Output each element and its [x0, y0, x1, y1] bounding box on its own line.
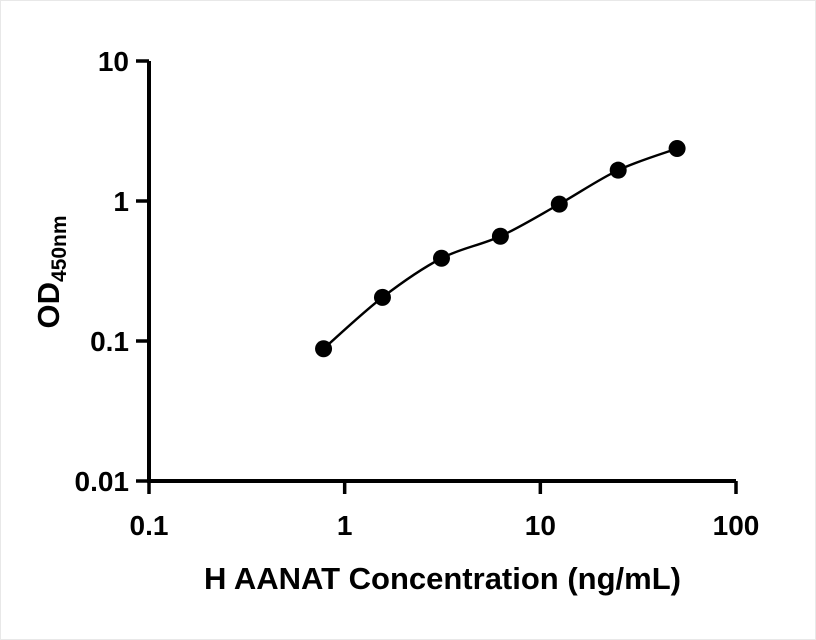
y-tick-label: 1: [113, 186, 129, 217]
axes-spine: [147, 61, 736, 483]
y-tick-label: 0.1: [90, 326, 129, 357]
x-tick-label: 1: [337, 510, 353, 541]
data-point: [432, 249, 450, 267]
y-tick-label: 0.01: [75, 466, 130, 497]
y-tick-label: 10: [98, 46, 129, 77]
fit-curve: [322, 147, 678, 350]
y-axis-title-main: OD: [31, 282, 66, 329]
y-axis-title: OD450nm: [26, 112, 72, 432]
y-axis-title-subscript: 450nm: [48, 215, 71, 283]
data-point: [550, 195, 568, 213]
data-point: [491, 227, 509, 245]
data-point: [315, 340, 333, 358]
x-tick-label: 100: [713, 510, 760, 541]
x-tick-label: 0.1: [130, 510, 169, 541]
x-axis-title: H AANAT Concentration (ng/mL): [203, 561, 681, 596]
x-tick-label: 10: [525, 510, 556, 541]
data-point: [609, 161, 627, 179]
data-point: [668, 140, 686, 158]
data-point: [373, 288, 391, 306]
